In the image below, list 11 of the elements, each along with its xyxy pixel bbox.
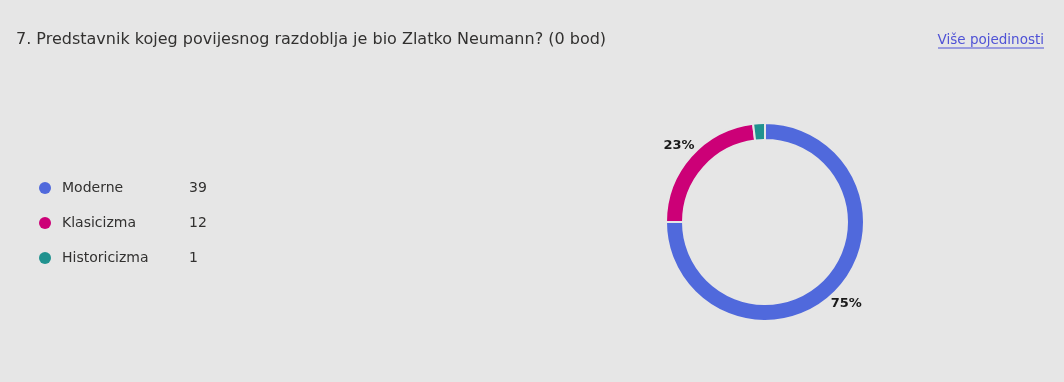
legend-label: Historicizma	[62, 249, 149, 265]
chart-title: 7. Predstavnik kojeg povijesnog razdoblja je bio Zlatko Neumann? (0 bod)	[16, 29, 607, 48]
text: 75%	[830, 294, 862, 310]
text: Više pojedinosti	[937, 31, 1044, 47]
data-label: 39	[189, 179, 207, 195]
text: 23%	[663, 137, 695, 153]
data-label: 1	[189, 249, 198, 265]
data-label: 12	[189, 214, 207, 230]
donut-slice	[665, 122, 865, 322]
legend-label: Moderne	[62, 179, 124, 195]
legend-label: Klasicizma	[62, 214, 136, 230]
